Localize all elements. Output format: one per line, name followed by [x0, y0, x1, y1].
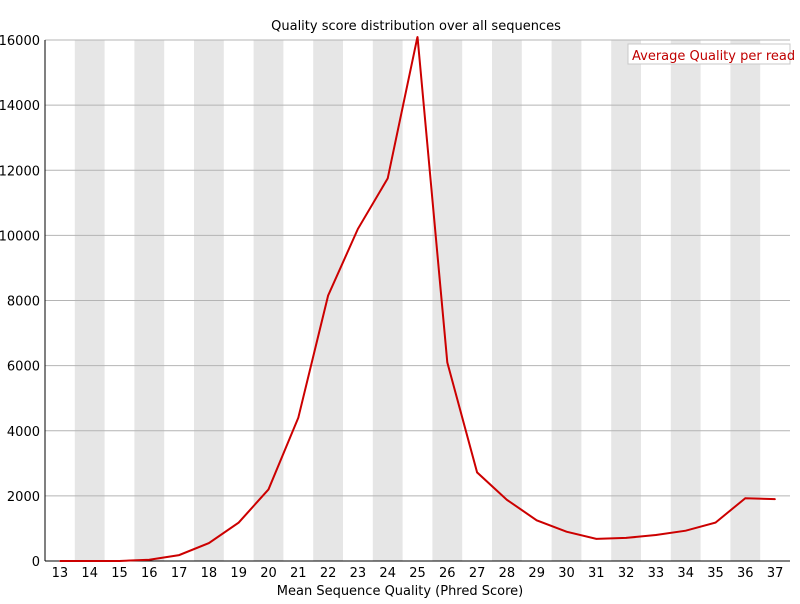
data-point-27 [476, 471, 478, 474]
y-tick-label-12000: 12000 [0, 164, 40, 179]
data-point-20 [267, 488, 270, 491]
x-tick-label-20: 20 [260, 566, 277, 581]
label-layer: 0 2000 4000 6000 8000 10000 12000 14000 16000 13 1… [0, 34, 783, 581]
data-point-26 [446, 361, 449, 364]
data-point-33 [655, 534, 657, 536]
data-point-30 [565, 530, 568, 533]
data-point-31 [595, 538, 598, 540]
data-point-23 [357, 228, 359, 230]
y-tick-label-16000: 16000 [0, 34, 40, 49]
y-tick-label-8000: 8000 [7, 295, 40, 310]
x-tick-label-37: 37 [767, 566, 784, 581]
series-line-average-quality [59, 36, 776, 562]
x-tick-label-30: 30 [558, 566, 575, 581]
x-tick-label-13: 13 [52, 566, 69, 581]
x-tick-label-27: 27 [469, 566, 486, 581]
x-tick-label-34: 34 [677, 566, 694, 581]
x-tick-label-29: 29 [528, 566, 545, 581]
data-point-32 [625, 537, 627, 539]
data-point-18 [208, 542, 210, 544]
x-tick-label-23: 23 [350, 566, 367, 581]
y-tick-label-0: 0 [32, 555, 40, 570]
data-point-14 [88, 560, 91, 562]
y-tick-label-4000: 4000 [7, 425, 40, 440]
data-point-28 [506, 498, 508, 501]
data-point-34 [684, 529, 687, 532]
x-tick-label-26: 26 [439, 566, 456, 581]
axes-layer [44, 40, 790, 562]
data-point-24 [386, 177, 389, 180]
x-tick-label-24: 24 [379, 566, 396, 581]
legend-entry-average-quality: Average Quality per read [632, 49, 795, 64]
series-layer [59, 35, 776, 562]
x-axis-title: Mean Sequence Quality (Phred Score) [277, 584, 523, 599]
x-tick-label-36: 36 [737, 566, 754, 581]
data-point-29 [535, 519, 538, 522]
data-point-19 [237, 521, 240, 524]
x-tick-label-22: 22 [320, 566, 337, 581]
x-tick-label-31: 31 [588, 566, 605, 581]
data-point-25 [416, 35, 419, 38]
data-point-15 [118, 560, 121, 562]
y-tick-label-2000: 2000 [7, 490, 40, 505]
chart-title: Quality score distribution over all sequ… [271, 19, 561, 34]
legend-box [627, 43, 791, 65]
y-tick-label-10000: 10000 [0, 229, 40, 244]
grid-layer [45, 39, 790, 497]
y-tick-label-6000: 6000 [7, 360, 40, 375]
data-point-35 [714, 521, 717, 524]
x-tick-label-15: 15 [111, 566, 128, 581]
data-point-22 [327, 294, 329, 297]
x-tick-label-17: 17 [171, 566, 188, 581]
x-tick-label-16: 16 [141, 566, 158, 581]
x-tick-label-25: 25 [409, 566, 426, 581]
x-tick-label-18: 18 [201, 566, 218, 581]
x-tick-label-33: 33 [648, 566, 665, 581]
data-point-17 [178, 554, 180, 556]
x-tick-label-21: 21 [290, 566, 307, 581]
x-tick-label-19: 19 [230, 566, 247, 581]
y-tick-label-14000: 14000 [0, 99, 40, 114]
x-tick-label-35: 35 [707, 566, 724, 581]
x-tick-label-32: 32 [618, 566, 635, 581]
data-point-21 [297, 416, 300, 419]
x-tick-label-28: 28 [499, 566, 516, 581]
data-point-36 [744, 497, 747, 499]
data-point-37 [774, 498, 776, 500]
x-tick-label-14: 14 [81, 566, 98, 581]
data-point-13 [59, 560, 61, 562]
data-point-16 [148, 558, 151, 561]
legend: Average Quality per read [627, 43, 795, 65]
